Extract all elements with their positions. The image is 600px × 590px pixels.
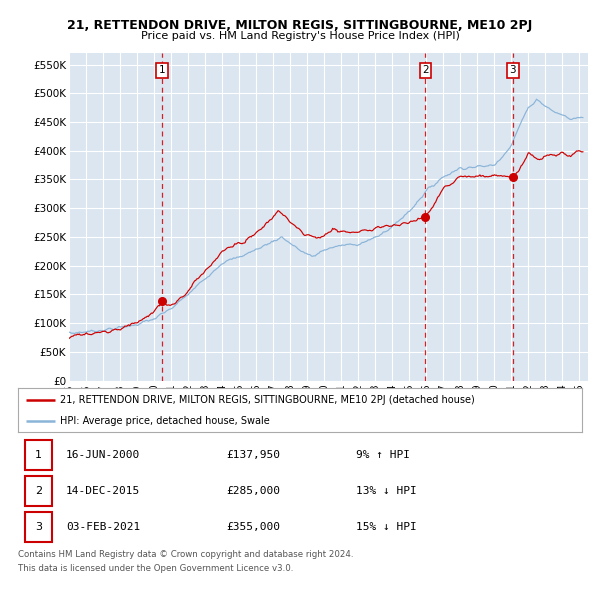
- Text: 15% ↓ HPI: 15% ↓ HPI: [356, 522, 417, 532]
- Text: 14-DEC-2015: 14-DEC-2015: [66, 486, 140, 496]
- Text: 1: 1: [158, 65, 165, 76]
- Text: This data is licensed under the Open Government Licence v3.0.: This data is licensed under the Open Gov…: [18, 564, 293, 573]
- Text: 21, RETTENDON DRIVE, MILTON REGIS, SITTINGBOURNE, ME10 2PJ: 21, RETTENDON DRIVE, MILTON REGIS, SITTI…: [67, 19, 533, 32]
- Text: 3: 3: [35, 522, 42, 532]
- Text: Price paid vs. HM Land Registry's House Price Index (HPI): Price paid vs. HM Land Registry's House …: [140, 31, 460, 41]
- FancyBboxPatch shape: [25, 512, 52, 542]
- Text: 2: 2: [422, 65, 429, 76]
- Text: 1: 1: [35, 450, 42, 460]
- Text: £137,950: £137,950: [227, 450, 281, 460]
- Text: 16-JUN-2000: 16-JUN-2000: [66, 450, 140, 460]
- Text: HPI: Average price, detached house, Swale: HPI: Average price, detached house, Swal…: [60, 416, 270, 426]
- FancyBboxPatch shape: [25, 440, 52, 470]
- Text: Contains HM Land Registry data © Crown copyright and database right 2024.: Contains HM Land Registry data © Crown c…: [18, 550, 353, 559]
- Text: 2: 2: [35, 486, 42, 496]
- Text: 21, RETTENDON DRIVE, MILTON REGIS, SITTINGBOURNE, ME10 2PJ (detached house): 21, RETTENDON DRIVE, MILTON REGIS, SITTI…: [60, 395, 475, 405]
- FancyBboxPatch shape: [25, 476, 52, 506]
- Text: 3: 3: [509, 65, 516, 76]
- Text: £285,000: £285,000: [227, 486, 281, 496]
- Text: £355,000: £355,000: [227, 522, 281, 532]
- Text: 03-FEB-2021: 03-FEB-2021: [66, 522, 140, 532]
- Text: 9% ↑ HPI: 9% ↑ HPI: [356, 450, 410, 460]
- Text: 13% ↓ HPI: 13% ↓ HPI: [356, 486, 417, 496]
